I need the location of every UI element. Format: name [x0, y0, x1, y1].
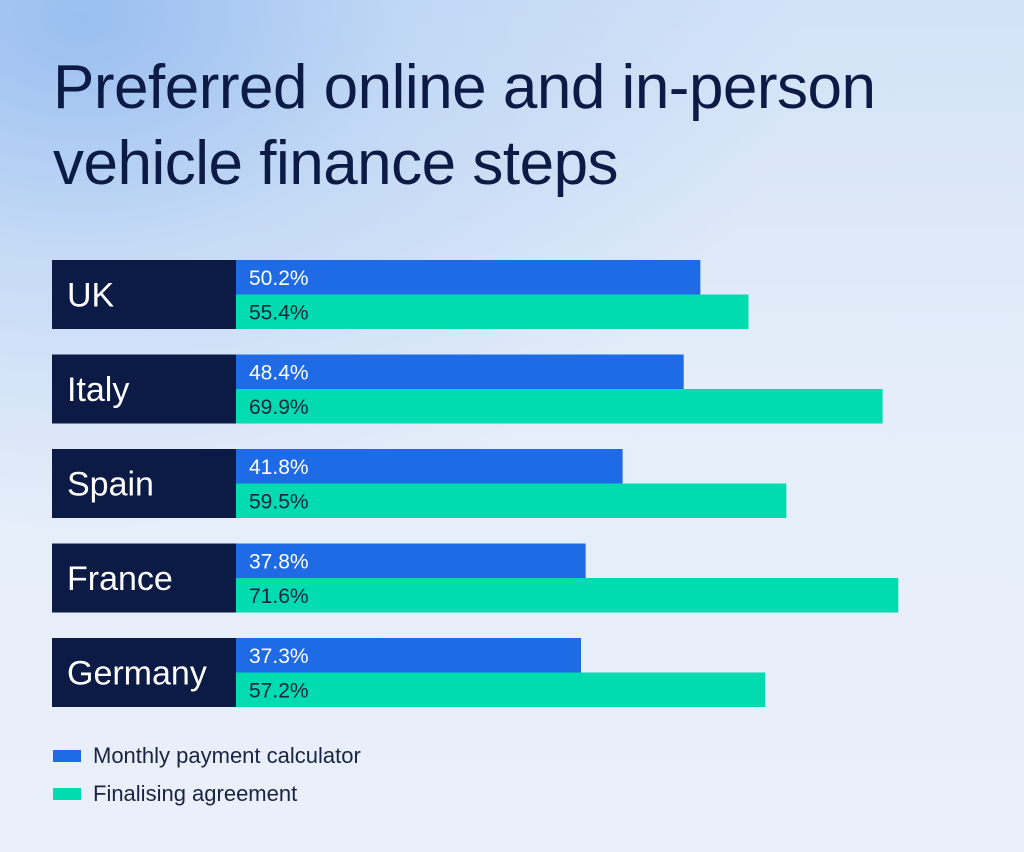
- data-label-france-series-1: 71.6%: [249, 585, 309, 608]
- category-box-uk: [52, 260, 236, 329]
- data-label-spain-series-1: 59.5%: [249, 490, 309, 513]
- bar-france-series-0: [236, 543, 586, 578]
- bar-france-series-1: [236, 578, 899, 613]
- bar-spain-series-0: [236, 449, 623, 484]
- category-label-uk: UK: [67, 277, 115, 315]
- legend-swatch-0: [53, 750, 81, 762]
- category-label-france: France: [67, 560, 173, 598]
- data-label-spain-series-0: 41.8%: [249, 456, 309, 479]
- bar-uk-series-0: [236, 260, 701, 295]
- bar-italy-series-0: [236, 354, 684, 389]
- data-label-italy-series-0: 48.4%: [249, 361, 309, 384]
- chart-title: Preferred online and in-person vehicle f…: [53, 53, 876, 198]
- legend-label-0: Monthly payment calculator: [93, 743, 361, 768]
- bar-germany-series-0: [236, 638, 582, 673]
- data-label-france-series-0: 37.8%: [249, 550, 309, 573]
- legend-item-0: Monthly payment calculator: [53, 743, 361, 768]
- category-label-italy: Italy: [67, 371, 129, 409]
- data-label-uk-series-0: 50.2%: [249, 267, 309, 290]
- legend-item-1: Finalising agreement: [53, 781, 298, 806]
- bar-uk-series-1: [236, 294, 749, 329]
- legend-label-1: Finalising agreement: [93, 781, 298, 806]
- category-box-italy: [52, 354, 236, 424]
- data-label-germany-series-1: 57.2%: [249, 679, 309, 702]
- category-label-spain: Spain: [67, 466, 154, 504]
- legend-swatch-1: [53, 788, 81, 800]
- data-label-uk-series-1: 55.4%: [249, 301, 309, 324]
- category-box-germany: [52, 638, 236, 707]
- category-box-spain: [52, 449, 236, 518]
- bar-germany-series-1: [236, 672, 766, 707]
- data-label-italy-series-1: 69.9%: [249, 396, 309, 419]
- category-label-germany: Germany: [67, 655, 207, 693]
- data-label-germany-series-0: 37.3%: [249, 645, 309, 668]
- bar-italy-series-1: [236, 389, 883, 424]
- bar-spain-series-1: [236, 483, 787, 518]
- category-box-france: [52, 543, 236, 613]
